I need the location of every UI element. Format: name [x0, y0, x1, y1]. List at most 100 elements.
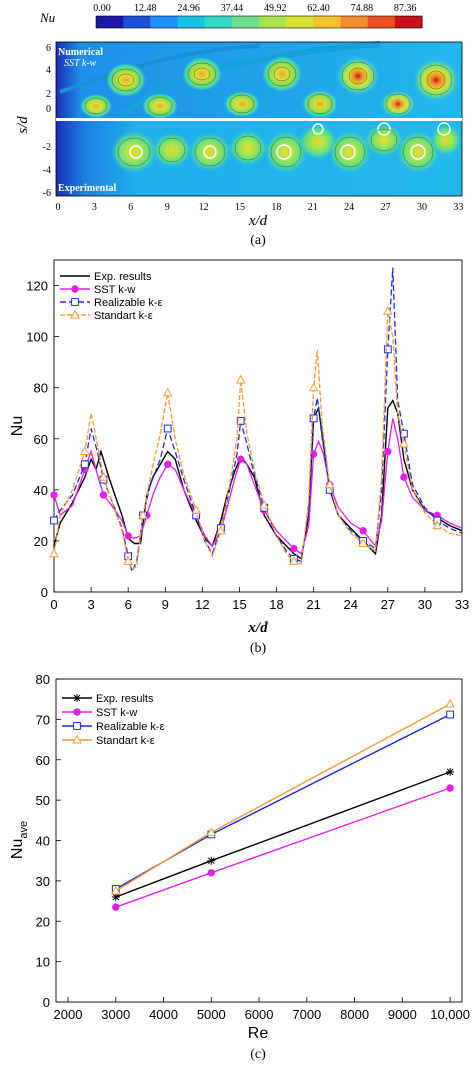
contour-x-tick-label: 27	[381, 202, 391, 213]
colorbar-segment	[177, 16, 206, 28]
contour-x-tick-label: 12	[199, 202, 209, 213]
data-point	[71, 285, 79, 293]
x-tick-label: 24	[343, 597, 357, 612]
x-tick-label: 15	[232, 597, 246, 612]
data-point	[446, 784, 454, 792]
axis-ticks-b: 0 3 6 9 12 15 18 21 24 27 30 33 0 20 40 60 80 100 120	[26, 279, 469, 612]
contour-y-ticks: 6 4 2 0 -2 -4 -6	[43, 43, 51, 199]
contour-y-tick-label: 4	[46, 65, 51, 76]
colorbar-segment	[367, 16, 396, 28]
legend-label: Exp. results	[96, 693, 154, 705]
contour-y-tick-label: -2	[43, 142, 51, 153]
caption-b: (b)	[250, 641, 267, 656]
y-tick-label: 30	[36, 874, 50, 889]
contour-x-tick-label: 0	[56, 202, 61, 213]
x-tick-label: 4000	[149, 1007, 178, 1022]
data-point	[399, 429, 408, 438]
series-line	[53, 310, 463, 570]
series-b	[49, 267, 463, 574]
data-point	[206, 827, 217, 836]
x-tick-label: 6	[125, 597, 132, 612]
y-axis-label-c: Nuave	[9, 821, 30, 859]
series-sst-k-w	[112, 784, 454, 911]
data-point	[236, 455, 245, 463]
legend-label: Exp. results	[94, 271, 152, 283]
axis-ticks-c: 2000 3000 4000 5000 6000 7000 8000 9000 10,000 0 1…	[36, 672, 470, 1022]
colorbar-tick-label: 87.36	[394, 3, 417, 14]
x-tick-label: 12	[195, 597, 209, 612]
x-tick-label: 8000	[340, 1007, 369, 1022]
data-point	[163, 424, 172, 433]
x-tick-label: 33	[455, 597, 469, 612]
contour-x-tick-label: 24	[344, 202, 354, 213]
sst-label: SST k-w	[64, 58, 97, 69]
data-point	[382, 305, 393, 315]
x-tick-label: 5000	[197, 1007, 226, 1022]
data-point	[207, 856, 216, 865]
x-tick-label: 9000	[388, 1007, 417, 1022]
y-tick-label: 0	[41, 585, 48, 600]
data-point	[358, 538, 368, 547]
contour-y-tick-label: -6	[43, 188, 51, 199]
data-point	[99, 491, 108, 499]
contour-x-tick-label: 15	[235, 202, 245, 213]
data-point	[289, 556, 299, 565]
data-point	[191, 505, 202, 514]
data-point	[138, 510, 148, 519]
x-tick-label: 6000	[245, 1007, 274, 1022]
caption-a: (a)	[250, 233, 266, 248]
colorbar-segment	[204, 16, 233, 28]
colorbar-tick-label: 62.40	[307, 3, 330, 14]
contour-y-tick-label: 6	[46, 43, 51, 54]
contour-panel: Nu 0.00 12.48 24.96 37.44 49.92 62.40 74.88 87.…	[15, 3, 463, 248]
data-point	[123, 556, 134, 565]
contour-x-tick-label: 18	[271, 202, 281, 213]
colorbar-segment	[286, 16, 314, 28]
y-tick-label: 80	[34, 381, 48, 396]
data-point	[308, 382, 319, 392]
contour-x-ticks: 0 3 6 9 12 15 18 21 24 27 30 33	[56, 202, 464, 213]
colorbar-segment	[340, 16, 369, 28]
data-point	[324, 479, 335, 489]
x-tick-label: 10,000	[430, 1007, 470, 1022]
series-exp-results	[111, 767, 455, 902]
x-tick-label: 18	[269, 597, 283, 612]
data-point	[124, 532, 132, 540]
data-point	[72, 734, 82, 744]
line-chart-c: 2000 3000 4000 5000 6000 7000 8000 9000 10,000 0 1…	[9, 672, 470, 1062]
y-tick-label: 20	[36, 914, 50, 929]
legend-label: Realizable k-ε	[96, 721, 165, 733]
y-tick-label: 60	[36, 753, 50, 768]
series-line	[53, 418, 463, 555]
contour-x-tick-label: 30	[417, 202, 427, 213]
data-point	[445, 698, 455, 708]
colorbar	[95, 15, 423, 29]
data-point	[112, 903, 120, 911]
data-point	[81, 460, 89, 469]
legend-label: SST k-w	[96, 707, 137, 719]
y-axis-label-subscript: ave	[18, 821, 30, 839]
y-tick-label: 60	[34, 432, 48, 447]
colorbar-tick-label: 12.48	[134, 3, 157, 14]
colorbar-segment	[150, 16, 178, 28]
colorbar-tick-label: 24.96	[177, 3, 200, 14]
data-point	[71, 298, 79, 306]
colorbar-tick-label: 0.00	[93, 3, 111, 14]
data-point	[98, 471, 109, 481]
y-tick-label: 40	[34, 483, 48, 498]
data-point	[309, 414, 318, 423]
data-point	[207, 869, 215, 877]
colorbar-segment	[123, 16, 151, 28]
experimental-label: Experimental	[58, 183, 117, 194]
data-point	[290, 544, 298, 553]
x-tick-label: 0	[50, 597, 57, 612]
data-point	[50, 491, 58, 499]
legend-label: Realizable k-ε	[94, 297, 163, 309]
contour-x-tick-label: 33	[453, 202, 463, 213]
data-point	[216, 525, 226, 535]
colorbar-segment	[394, 16, 423, 28]
data-point	[73, 708, 81, 716]
line-chart-b: 0 3 6 9 12 15 18 21 24 27 30 33 0 20 40 60 80 100 120 Exp.…	[9, 259, 469, 656]
colorbar-segment	[259, 16, 287, 28]
